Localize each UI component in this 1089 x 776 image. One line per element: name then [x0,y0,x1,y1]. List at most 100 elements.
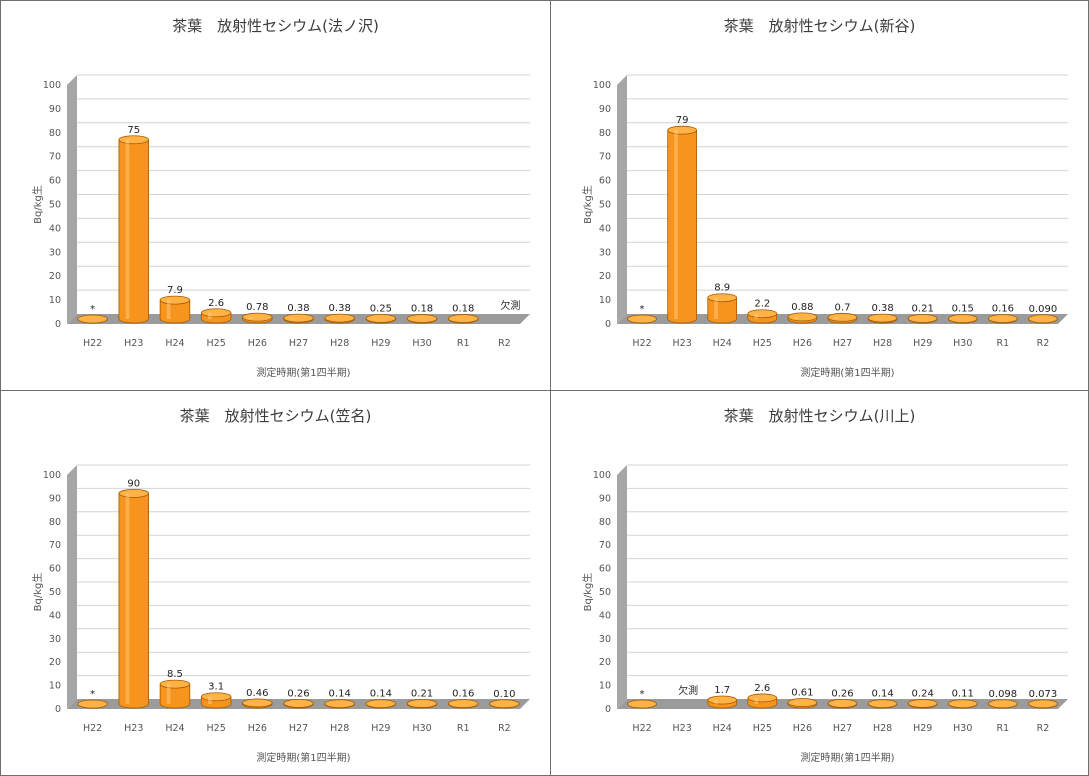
bar-highlight [207,696,212,704]
data-label: 2.2 [754,299,770,310]
x-tick-label: H30 [953,338,972,349]
x-tick-label: H28 [873,723,892,734]
x-tick-label: H27 [289,723,308,734]
data-label: 0.15 [952,304,974,315]
bar-H22 [77,314,108,324]
data-label: 0.14 [871,689,893,700]
bar-H24 [159,295,191,324]
bar-R2 [1028,699,1058,709]
chart-svg-3: 茶葉 放射性セシウム(川上) 0 10 20 30 40 50 60 70 80 90 100 Bq/k… [581,407,1068,764]
data-label: * [640,689,645,700]
bar-highlight [207,312,212,319]
bar-H26 [787,698,818,709]
bar-top [947,314,978,324]
data-label: 0.11 [952,689,974,700]
data-label: 0.21 [912,303,934,314]
x-tick-label: H24 [713,338,732,349]
y-tick-label: 100 [593,470,611,481]
x-tick-label: H27 [289,338,308,349]
bar-top [827,312,858,322]
bar-highlight [914,318,919,319]
y-tick-label: 0 [605,704,611,715]
bar-top [947,699,978,709]
data-label: 0.24 [912,688,934,699]
x-axis-label: 測定時期(第1四半期) [800,366,894,379]
y-tick-label: 80 [599,517,611,528]
data-label: 0.10 [493,689,515,700]
data-label: 0.16 [992,304,1014,315]
bar-H26 [787,312,818,324]
data-label: 3.1 [208,682,224,693]
x-tick-label: H22 [632,723,651,734]
bar-H28 [324,699,355,709]
chart-panel-honosawa: 茶葉 放射性セシウム(法ノ沢) 0 10 20 30 40 50 60 70 80 90 100 Bq/… [0,0,551,391]
bar-highlight [914,703,919,704]
bar-R1 [988,314,1018,324]
chart-title: 茶葉 放射性セシウム(新谷) [724,17,916,35]
bar-top [907,699,938,708]
bar-H24 [707,695,738,709]
bar-H29 [365,314,397,324]
bar-top [77,314,108,324]
data-label: 0.25 [370,303,392,314]
bar-H22 [627,314,657,324]
bar-H23 [118,135,149,324]
data-label: 8.5 [167,669,183,680]
bar-highlight [125,493,130,704]
bar-top [827,698,858,708]
bar-highlight [714,297,718,319]
x-tick-label: H24 [165,723,184,734]
bar-body [118,139,149,324]
bar-top [867,699,898,709]
y-tick-label: 20 [49,271,61,282]
data-label: 0.26 [831,688,853,699]
data-label: 0.098 [989,689,1018,700]
x-tick-label: H26 [248,338,267,349]
x-tick-label: H26 [248,723,267,734]
y-tick-label: 70 [599,152,611,163]
x-axis-label: 測定時期(第1四半期) [256,751,350,764]
data-label: 2.6 [754,683,770,694]
x-tick-label: H24 [165,338,184,349]
chart-svg-2: 茶葉 放射性セシウム(笠名) 0 10 20 30 40 50 60 70 80 90 100 Bq/k… [31,407,530,764]
data-label: * [640,304,645,315]
y-tick-label: 70 [599,540,611,551]
data-label: 0.21 [411,689,433,700]
y-tick-label: 0 [55,319,61,330]
bar-H25 [747,309,778,324]
bar-H26 [242,312,273,324]
bar-highlight [125,139,130,319]
bar-top [242,698,273,708]
bar-H28 [324,313,355,324]
data-label: 0.14 [329,689,351,700]
bar-H25 [200,308,232,324]
x-axis-label: 測定時期(第1四半期) [256,366,350,379]
bar-top [489,699,520,709]
bar-H25 [747,693,778,709]
y-tick-label: 80 [599,128,611,139]
data-label: 1.7 [714,685,730,696]
chart-title: 茶葉 放射性セシウム(法ノ沢) [172,17,379,35]
bar-top [283,313,314,323]
bar-highlight [290,318,295,319]
y-tick-label: 20 [599,657,611,668]
y-tick-label: 30 [599,634,611,645]
chart-title: 茶葉 放射性セシウム(川上) [724,407,916,425]
y-tick-label: 20 [49,657,61,668]
bar-top [118,135,149,145]
y-tick-label: 50 [49,587,61,598]
data-label: 0.78 [246,302,268,313]
y-tick-label: 50 [599,200,611,211]
bar-highlight [249,317,253,319]
bar-top [747,693,778,703]
bar-top [242,312,273,322]
bar-top [787,312,818,322]
data-label: 8.9 [714,283,730,294]
bar-top [406,699,438,708]
x-tick-label: H23 [673,723,692,734]
bar-H27 [283,313,314,324]
data-label: 2.6 [208,298,224,309]
y-tick-label: 30 [49,247,61,258]
x-tick-label: R2 [498,338,511,349]
bar-top [787,698,818,707]
